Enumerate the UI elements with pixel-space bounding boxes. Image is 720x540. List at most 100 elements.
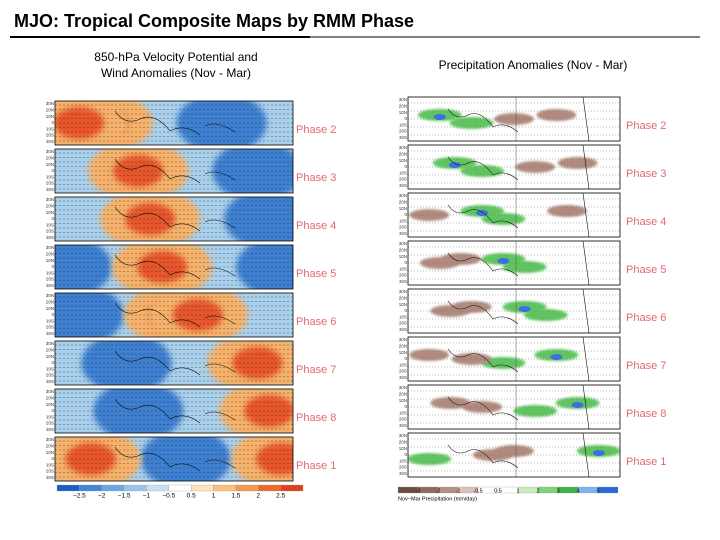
- lat-label: 10S: [46, 462, 54, 467]
- lat-label: 30N: [399, 337, 407, 342]
- wet-anomaly: [408, 453, 452, 465]
- precip-map: [408, 145, 620, 189]
- phase-label: Phase 8: [626, 408, 666, 420]
- lat-label: 30N: [399, 241, 407, 246]
- lat-label: 30N: [399, 289, 407, 294]
- coastline: [114, 254, 236, 280]
- dry-anomaly: [441, 253, 481, 265]
- lat-label: 20N: [46, 155, 54, 160]
- lat-label: 20S: [46, 133, 54, 138]
- lat-label: 10N: [399, 206, 407, 211]
- lat-label: 0: [404, 212, 407, 217]
- lat-label: 10N: [46, 114, 54, 119]
- lat-label: 20S: [46, 469, 54, 474]
- lat-label: 0: [51, 264, 54, 269]
- lat-label: 30S: [399, 375, 407, 380]
- lat-label: 30N: [46, 245, 54, 250]
- lat-label: 20S: [399, 465, 407, 470]
- lat-label: 20S: [399, 369, 407, 374]
- coastline: [114, 158, 236, 184]
- wet-anomaly: [523, 309, 568, 321]
- lat-label: 0: [404, 116, 407, 121]
- lat-label: 30N: [399, 97, 407, 102]
- colorbar-label: 1.5: [231, 493, 240, 500]
- wet-anomaly: [502, 261, 547, 273]
- colorbar-swatch: [280, 484, 304, 492]
- colorbar-swatch: [123, 484, 147, 492]
- slide-title: MJO: Tropical Composite Maps by RMM Phas…: [14, 11, 414, 31]
- coastline: [447, 193, 590, 237]
- strong-wet: [592, 450, 605, 456]
- lat-label: 20N: [46, 299, 54, 304]
- velocity-map: [55, 389, 293, 433]
- red-anomaly: [125, 203, 176, 235]
- lat-label: 30S: [46, 379, 54, 384]
- colorbar-swatch: [56, 484, 80, 492]
- lat-label: 20N: [399, 295, 407, 300]
- colorbar-swatch: [557, 486, 579, 494]
- strong-wet: [433, 114, 446, 120]
- phase-label: Phase 7: [296, 364, 336, 376]
- blue-anomaly: [140, 437, 231, 481]
- colorbar-label: −2: [98, 493, 106, 500]
- lat-label: 20S: [399, 177, 407, 182]
- map-frame: [407, 96, 621, 142]
- lat-label: 0: [404, 452, 407, 457]
- colorbar-label: 4: [576, 488, 579, 494]
- lat-label: 20N: [399, 343, 407, 348]
- lat-label: 10N: [46, 162, 54, 167]
- lat-label: 20N: [399, 247, 407, 252]
- phase-label: Phase 2: [626, 120, 666, 132]
- phase-label: Phase 6: [626, 312, 666, 324]
- velocity-map: [55, 341, 293, 385]
- lat-label: 0: [404, 164, 407, 169]
- lat-label: 30S: [46, 235, 54, 240]
- blue-anomaly: [81, 341, 172, 385]
- red-anomaly: [232, 347, 283, 379]
- dry-anomaly: [451, 301, 492, 313]
- lat-label: 10S: [399, 458, 407, 463]
- colorbar-label: 0.5: [494, 488, 502, 494]
- lat-label: 20S: [46, 229, 54, 234]
- dry-anomaly: [462, 401, 503, 413]
- phase-label: Phase 3: [626, 168, 666, 180]
- colorbar-swatch: [146, 484, 169, 492]
- colorbar-label: 2: [536, 488, 539, 494]
- blue-anomaly: [224, 197, 293, 241]
- wet-anomaly: [481, 213, 526, 225]
- phase-label: Phase 2: [296, 124, 336, 136]
- lat-label: 30S: [399, 327, 407, 332]
- phase-label: Phase 4: [296, 220, 336, 232]
- map-frame: [407, 336, 621, 382]
- phase-label: Phase 1: [296, 460, 336, 472]
- lat-label: 30N: [46, 341, 54, 346]
- velocity-map: [55, 149, 293, 193]
- wet-anomaly: [449, 117, 494, 129]
- lat-label: 20S: [399, 417, 407, 422]
- lat-label: 10S: [399, 314, 407, 319]
- lat-label: 0: [51, 360, 54, 365]
- velocity-map: [55, 437, 293, 481]
- lat-label: 0: [404, 356, 407, 361]
- lat-label: 30N: [399, 145, 407, 150]
- coastline: [114, 206, 236, 232]
- lat-label: 10S: [46, 126, 54, 131]
- lat-label: 10S: [46, 318, 54, 323]
- coastline: [447, 241, 590, 285]
- colorbar-swatch: [537, 486, 559, 494]
- coastline: [114, 110, 236, 136]
- lat-label: 20N: [46, 203, 54, 208]
- wet-anomaly: [460, 165, 505, 177]
- lat-label: 20N: [46, 347, 54, 352]
- map-frame: [54, 244, 294, 290]
- colorbar-label: -2: [436, 488, 441, 494]
- lat-label: 30S: [46, 283, 54, 288]
- wet-anomaly: [513, 405, 558, 417]
- lat-label: 10S: [399, 410, 407, 415]
- map-frame: [54, 148, 294, 194]
- map-frame: [54, 388, 294, 434]
- lat-label: 20N: [399, 103, 407, 108]
- map-frame: [407, 192, 621, 238]
- lat-label: 20S: [46, 421, 54, 426]
- lat-label: 0: [51, 120, 54, 125]
